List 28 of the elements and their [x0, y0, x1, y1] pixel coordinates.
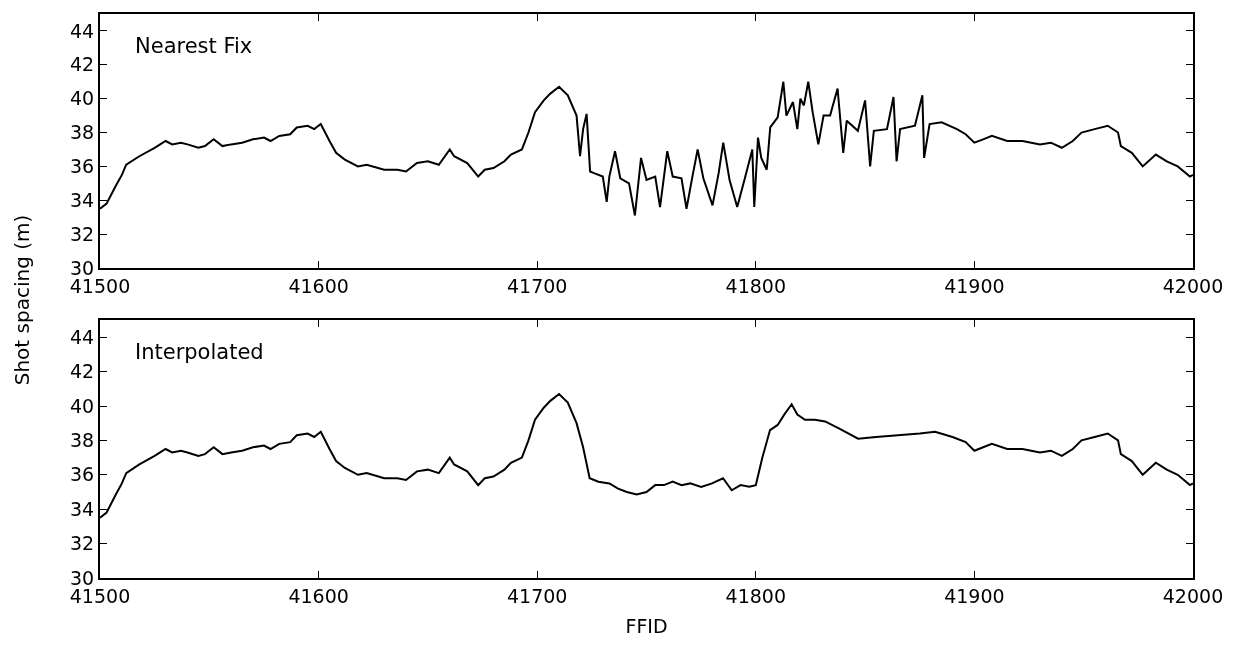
y-axis-title: Shot spacing (m) [10, 214, 34, 386]
y-tick-label: 44 [70, 325, 95, 348]
y-tick-label: 38 [70, 429, 95, 452]
x-tick-label: 41800 [725, 274, 787, 297]
x-tick-label: 41900 [944, 274, 1005, 297]
x-tick-label: 42000 [1162, 584, 1224, 607]
y-tick-label: 42 [70, 53, 95, 76]
y-tick-label: 38 [70, 121, 95, 144]
y-tick-label: 34 [70, 188, 95, 211]
x-tick-label: 41800 [725, 584, 787, 607]
x-tick-label: 41600 [288, 274, 349, 297]
x-axis-title: FFID [625, 615, 668, 638]
x-tick-label: 41900 [944, 584, 1005, 607]
annotation: Interpolated [135, 340, 264, 364]
annotation: Nearest Fix [135, 34, 253, 58]
y-tick-label: 44 [70, 19, 95, 42]
y-tick-label: 42 [70, 360, 95, 383]
y-tick-label: 36 [70, 463, 95, 486]
y-tick-label: 36 [70, 155, 95, 178]
x-tick-label: 41700 [506, 274, 568, 297]
y-tick-label: 40 [70, 87, 95, 110]
y-tick-label: 32 [70, 222, 95, 245]
x-tick-label: 41700 [506, 584, 568, 607]
x-tick-label: 41600 [288, 584, 349, 607]
y-tick-label: 40 [70, 394, 95, 417]
y-tick-label: 34 [70, 497, 95, 520]
y-tick-label: 32 [70, 532, 95, 555]
x-tick-label: 42000 [1162, 274, 1224, 297]
